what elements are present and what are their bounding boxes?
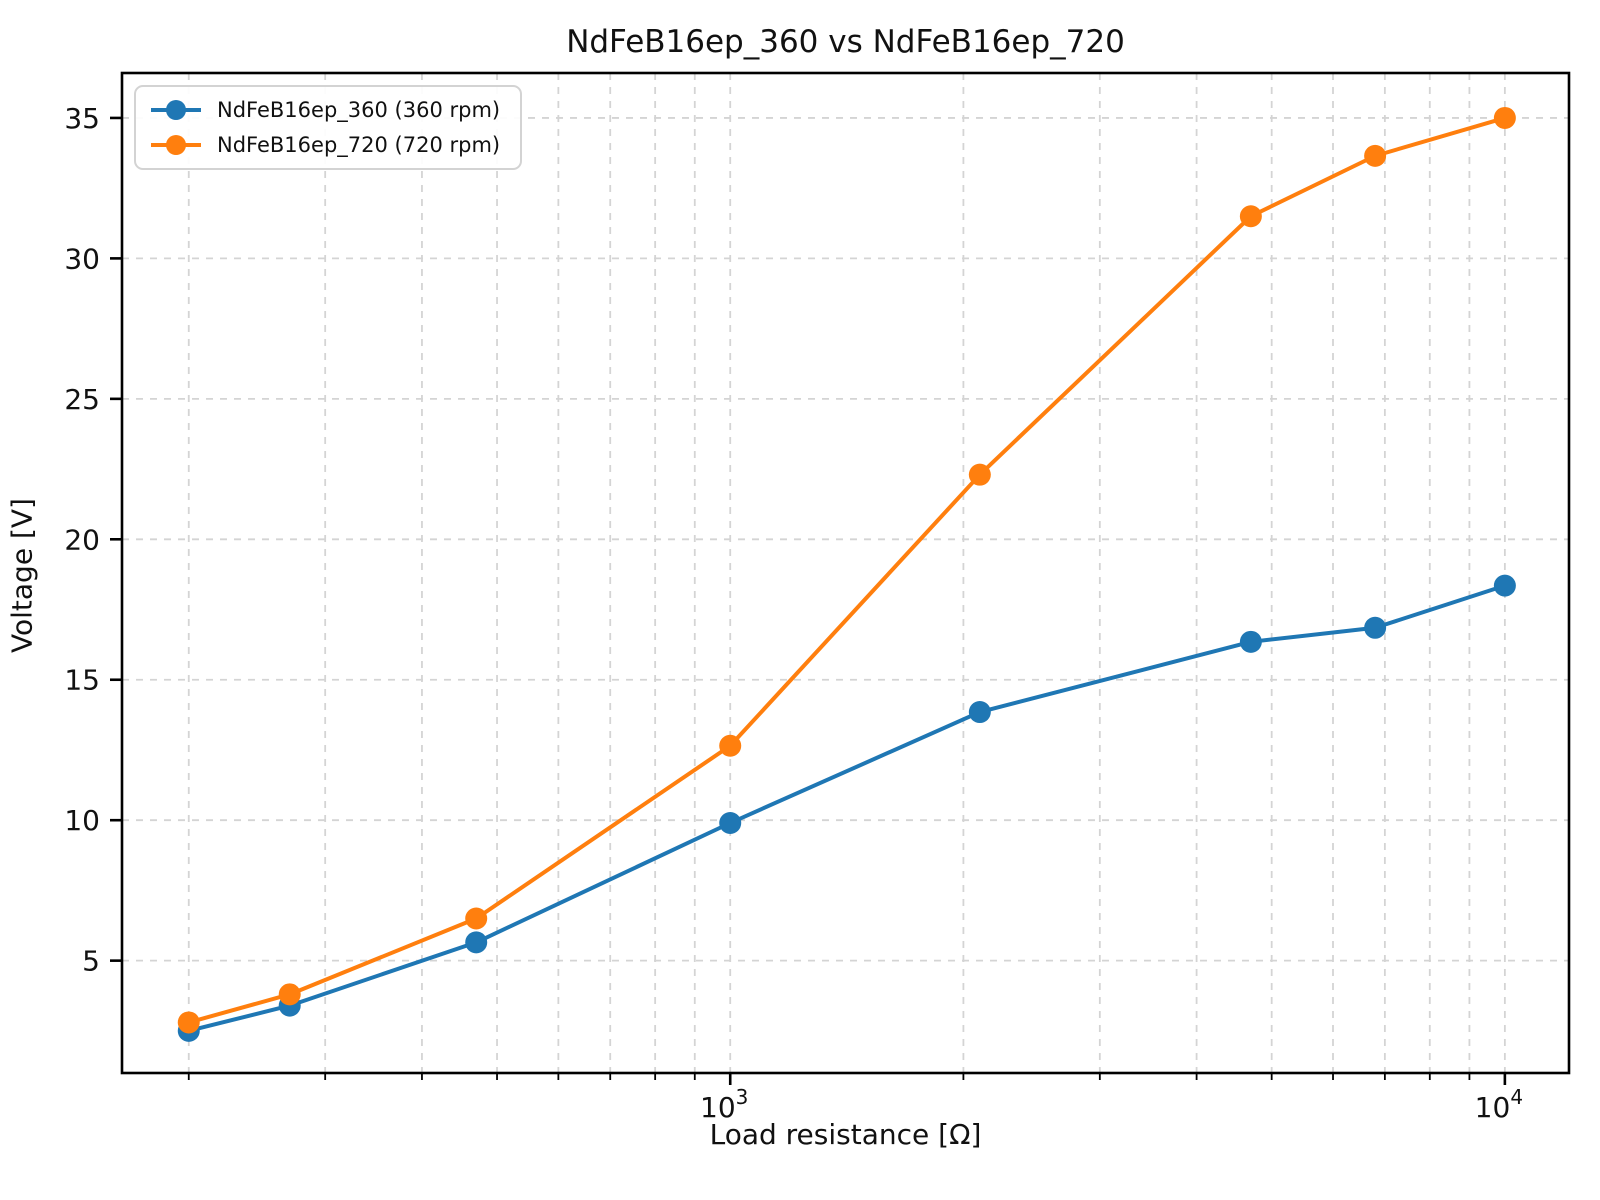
series-1-data-point	[1493, 106, 1516, 129]
y-tick-label: 5	[82, 945, 100, 978]
legend-item-series-1: NdFeB16ep_720 (720 rpm)	[149, 131, 500, 159]
legend-label-series-0: NdFeB16ep_360 (360 rpm)	[217, 98, 501, 122]
series-0-data-point	[465, 931, 488, 954]
series-1-line	[186, 115, 1507, 1025]
x-tick-label: 104	[1475, 1085, 1523, 1124]
x-tick-label: 103	[700, 1085, 748, 1124]
y-tick-label: 10	[64, 804, 100, 837]
y-tick-label: 35	[64, 102, 100, 135]
series-0-line	[186, 583, 1507, 1033]
series-1-data-point	[278, 983, 301, 1006]
chart-title: NdFeB16ep_360 vs NdFeB16ep_720	[566, 24, 1125, 60]
legend: NdFeB16ep_360 (360 rpm) NdFeB16ep_720 (7…	[134, 85, 523, 170]
series-1-data-point	[465, 907, 488, 930]
legend-label-series-1: NdFeB16ep_720 (720 rpm)	[217, 133, 501, 157]
series-0-data-point	[968, 701, 991, 724]
series-1-data-point	[177, 1011, 200, 1034]
series-1-data-point	[1239, 205, 1262, 228]
series-0-data-point	[719, 812, 742, 834]
legend-item-series-0: NdFeB16ep_360 (360 rpm)	[149, 96, 500, 124]
y-tick-label: 25	[64, 383, 100, 416]
legend-swatch-line-dot-icon	[151, 100, 201, 120]
y-tick-label: 15	[64, 664, 100, 697]
series-1-data-point	[968, 463, 991, 486]
x-axis-label: Load resistance [Ω]	[709, 1118, 982, 1151]
series-1-data-point	[1364, 144, 1387, 167]
y-axis-label: Voltage [V]	[5, 498, 39, 653]
y-tick-label: 30	[64, 242, 100, 275]
legend-swatch-line-dot-icon	[151, 135, 201, 155]
series-0-data-point	[1239, 630, 1262, 653]
series-1-data-point	[719, 734, 742, 757]
series-0-data-point	[1364, 616, 1387, 639]
plot-border	[120, 71, 1571, 1075]
series-0-data-point	[1493, 574, 1516, 597]
y-tick-label: 20	[64, 523, 100, 556]
